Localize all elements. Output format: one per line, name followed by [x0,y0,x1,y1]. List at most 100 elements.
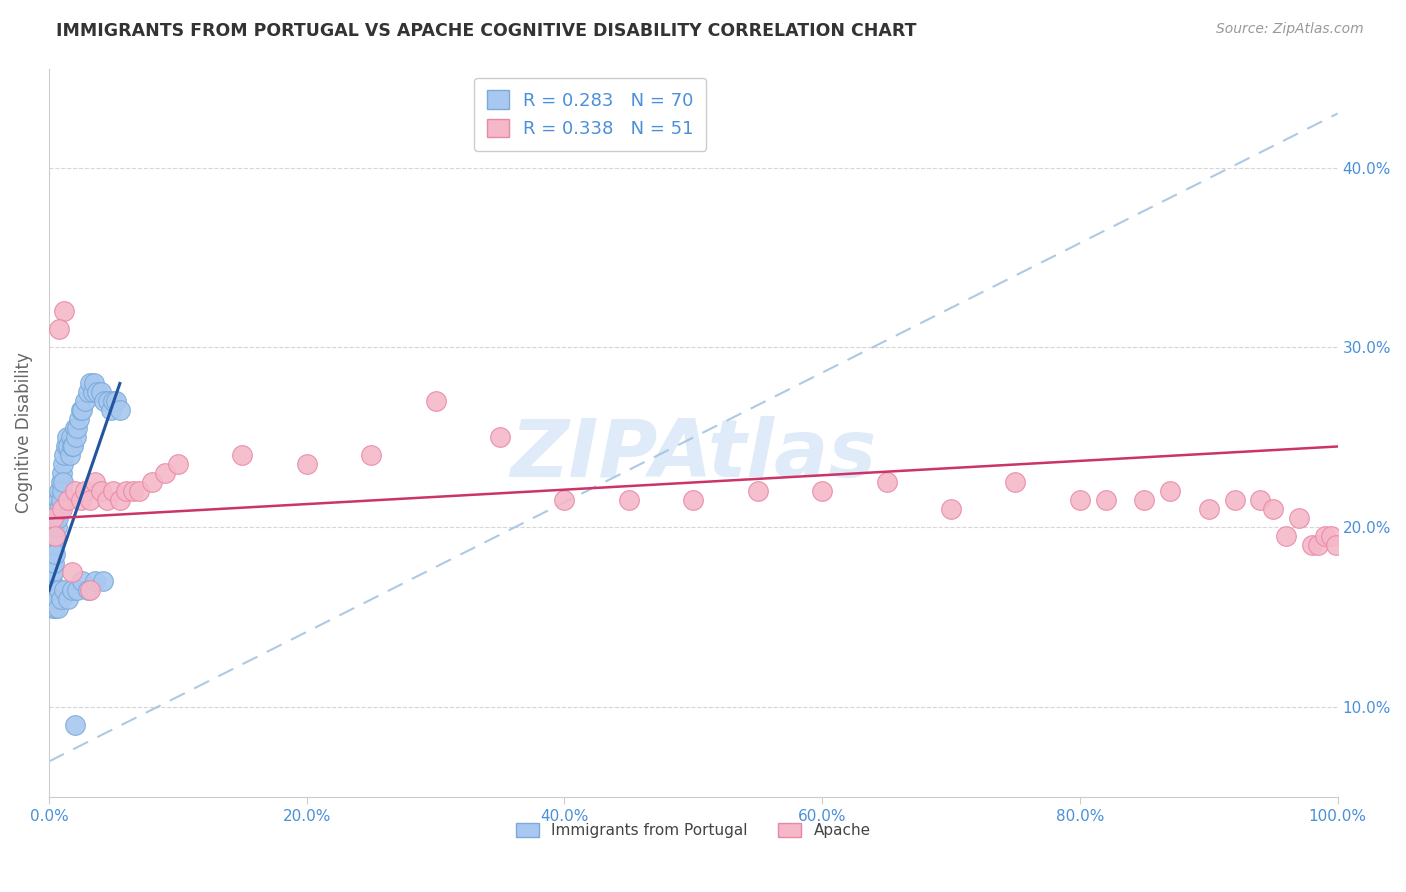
Point [66,421,89,435]
Point [51,502,73,516]
Point [96,493,118,508]
Point [53,583,76,598]
Point [46,601,69,615]
Point [811,484,834,499]
Point [45,502,67,516]
Point [42,529,65,543]
Point [84,574,107,589]
Point [104,394,127,409]
Text: IMMIGRANTS FROM PORTUGAL VS APACHE COGNITIVE DISABILITY CORRELATION CHART: IMMIGRANTS FROM PORTUGAL VS APACHE COGNI… [56,22,917,40]
Point [44,548,66,562]
Point [41,574,63,589]
Point [46,493,69,508]
Point [76,583,98,598]
Point [86,385,108,400]
Point [153,467,176,481]
Point [489,430,512,444]
Point [48,583,70,598]
Point [1223,493,1246,508]
Point [63,421,86,435]
Point [44,511,66,525]
Point [39,566,62,580]
Point [44,529,66,543]
Point [141,475,163,490]
Point [63,718,86,732]
Point [83,376,105,391]
Point [1313,529,1336,543]
Point [72,403,94,417]
Legend: Immigrants from Portugal, Apache: Immigrants from Portugal, Apache [510,817,877,845]
Point [42,566,65,580]
Point [89,484,111,499]
Point [425,394,447,409]
Point [84,475,107,490]
Point [58,449,80,463]
Point [48,502,70,516]
Point [128,484,150,499]
Point [1069,493,1091,508]
Point [55,440,77,454]
Point [108,403,131,417]
Point [1308,539,1330,553]
Point [682,493,704,508]
Point [82,385,104,400]
Point [72,574,94,589]
Point [360,449,382,463]
Point [62,440,84,454]
Point [45,520,67,534]
Point [1275,529,1298,543]
Point [60,440,83,454]
Point [617,493,640,508]
Point [49,475,72,490]
Point [108,493,131,508]
Point [100,403,122,417]
Point [39,548,62,562]
Point [1249,493,1271,508]
Point [42,539,65,553]
Point [876,475,898,490]
Point [65,430,87,444]
Point [56,430,79,444]
Point [52,458,75,472]
Point [1198,502,1220,516]
Point [76,385,98,400]
Point [51,484,73,499]
Point [1004,475,1026,490]
Point [44,529,66,543]
Point [41,557,63,571]
Point [1263,502,1285,516]
Point [41,539,63,553]
Point [52,475,75,490]
Point [42,557,65,571]
Point [70,403,93,417]
Point [60,566,83,580]
Point [58,592,80,607]
Point [70,493,93,508]
Point [103,394,125,409]
Point [79,493,101,508]
Point [66,583,89,598]
Y-axis label: Cognitive Disability: Cognitive Disability [15,352,32,514]
Point [1320,529,1343,543]
Point [553,493,575,508]
Point [79,583,101,598]
Point [747,484,769,499]
Point [91,574,114,589]
Point [1288,511,1310,525]
Point [59,430,82,444]
Point [97,394,120,409]
Point [63,484,86,499]
Point [79,376,101,391]
Point [231,449,253,463]
Point [42,520,65,534]
Text: Source: ZipAtlas.com: Source: ZipAtlas.com [1216,22,1364,37]
Point [73,484,96,499]
Point [1301,539,1323,553]
Point [51,467,73,481]
Point [42,592,65,607]
Point [939,502,962,516]
Point [58,440,80,454]
Point [103,484,125,499]
Point [48,484,70,499]
Text: ZIPAtlas: ZIPAtlas [510,416,876,494]
